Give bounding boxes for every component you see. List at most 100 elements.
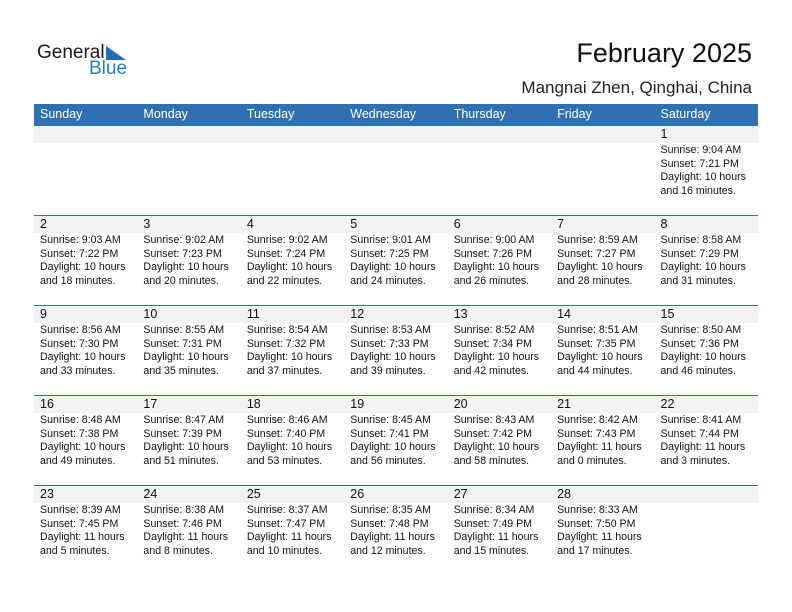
sunset-text: Sunset: 7:22 PM <box>40 247 119 260</box>
day-info: Sunrise: 9:02 AM Sunset: 7:24 PM Daylight:… <box>241 233 344 288</box>
week-row: 9 Sunrise: 8:56 AM Sunset: 7:30 PM Daylight… <box>34 305 758 395</box>
sunset-text: Sunset: 7:24 PM <box>246 247 326 260</box>
daylight2-text: and 28 minutes. <box>557 274 633 287</box>
day-info: Sunrise: 8:41 AM Sunset: 7:44 PM Daylight:… <box>655 413 758 468</box>
sunset-text: Sunset: 7:29 PM <box>660 247 739 260</box>
sunrise-text: Sunrise: 8:37 AM <box>246 504 328 516</box>
sunset-text: Sunset: 7:38 PM <box>40 427 119 440</box>
day-cell: 11 Sunrise: 8:54 AM Sunset: 7:32 PM Dayligh… <box>240 306 345 395</box>
day-number: 11 <box>240 306 345 323</box>
daylight2-text: and 39 minutes. <box>350 364 426 377</box>
day-info: Sunrise: 8:55 AM Sunset: 7:31 PM Daylight:… <box>137 323 240 378</box>
day-cell: 24 Sunrise: 8:38 AM Sunset: 7:46 PM Dayligh… <box>137 486 241 575</box>
day-number: 15 <box>654 306 758 323</box>
day-cell: 9 Sunrise: 8:56 AM Sunset: 7:30 PM Daylight… <box>34 306 138 395</box>
daylight1-text: Daylight: 11 hours <box>40 531 125 543</box>
day-number: 4 <box>240 216 345 233</box>
daylight2-text: and 44 minutes. <box>557 364 633 377</box>
daylight2-text: and 53 minutes. <box>246 454 323 467</box>
day-number: 25 <box>240 486 345 503</box>
day-number: 12 <box>344 306 448 323</box>
day-cell: 10 Sunrise: 8:55 AM Sunset: 7:31 PM Dayligh… <box>137 306 241 395</box>
empty-cell <box>654 486 758 575</box>
sunset-text: Sunset: 7:21 PM <box>660 157 739 170</box>
sunrise-text: Sunrise: 9:02 AM <box>143 234 225 246</box>
day-info: Sunrise: 9:01 AM Sunset: 7:25 PM Daylight:… <box>344 233 447 288</box>
day-number: 10 <box>137 306 241 323</box>
daylight1-text: Daylight: 10 hours <box>40 351 126 363</box>
daylight1-text: Daylight: 10 hours <box>453 261 540 273</box>
daylight2-text: and 0 minutes. <box>557 454 627 467</box>
sunset-text: Sunset: 7:41 PM <box>350 427 429 440</box>
daylight2-text: and 33 minutes. <box>40 364 116 377</box>
sunrise-text: Sunrise: 8:39 AM <box>40 504 121 516</box>
daylight1-text: Daylight: 11 hours <box>557 531 642 543</box>
day-cell: 6 Sunrise: 9:00 AM Sunset: 7:26 PM Daylight… <box>447 216 552 305</box>
day-cell: 19 Sunrise: 8:45 AM Sunset: 7:41 PM Dayligh… <box>344 396 448 485</box>
day-info: Sunrise: 9:00 AM Sunset: 7:26 PM Daylight:… <box>448 233 551 288</box>
day-info: Sunrise: 8:53 AM Sunset: 7:33 PM Daylight:… <box>344 323 447 378</box>
weekday-friday: Friday <box>557 107 592 121</box>
day-number: 24 <box>137 486 241 503</box>
sunrise-text: Sunrise: 8:38 AM <box>143 504 225 516</box>
sunrise-text: Sunrise: 8:41 AM <box>660 414 742 426</box>
day-number: 23 <box>34 486 138 503</box>
daylight1-text: Daylight: 10 hours <box>246 441 333 453</box>
daylight1-text: Daylight: 10 hours <box>453 351 540 363</box>
day-info: Sunrise: 8:51 AM Sunset: 7:35 PM Daylight:… <box>551 323 654 378</box>
day-number: 22 <box>654 396 758 413</box>
day-cell: 25 Sunrise: 8:37 AM Sunset: 7:47 PM Dayligh… <box>240 486 345 575</box>
day-number: 17 <box>137 396 241 413</box>
day-cell: 15 Sunrise: 8:50 AM Sunset: 7:36 PM Dayligh… <box>654 306 758 395</box>
day-cell: 5 Sunrise: 9:01 AM Sunset: 7:25 PM Daylight… <box>344 216 448 305</box>
day-number: 18 <box>240 396 345 413</box>
day-info: Sunrise: 8:50 AM Sunset: 7:36 PM Daylight:… <box>655 323 758 378</box>
day-number: 16 <box>34 396 138 413</box>
day-info: Sunrise: 8:37 AM Sunset: 7:47 PM Daylight:… <box>241 503 344 558</box>
sunset-text: Sunset: 7:47 PM <box>246 517 326 530</box>
sunrise-text: Sunrise: 9:02 AM <box>246 234 328 246</box>
day-number <box>551 126 655 143</box>
sunrise-text: Sunrise: 8:51 AM <box>557 324 638 336</box>
day-number: 20 <box>447 396 552 413</box>
daylight1-text: Daylight: 10 hours <box>40 441 126 453</box>
day-number: 8 <box>654 216 758 233</box>
daylight1-text: Daylight: 10 hours <box>143 261 229 273</box>
daylight1-text: Daylight: 11 hours <box>453 531 539 543</box>
day-info: Sunrise: 8:56 AM Sunset: 7:30 PM Daylight:… <box>34 323 137 378</box>
daylight1-text: Daylight: 10 hours <box>143 351 229 363</box>
day-cell: 17 Sunrise: 8:47 AM Sunset: 7:39 PM Dayligh… <box>137 396 241 485</box>
day-number <box>654 486 758 503</box>
day-info: Sunrise: 8:59 AM Sunset: 7:27 PM Daylight:… <box>551 233 654 288</box>
day-cell: 23 Sunrise: 8:39 AM Sunset: 7:45 PM Dayligh… <box>34 486 138 575</box>
empty-cell <box>34 126 138 215</box>
daylight2-text: and 26 minutes. <box>453 274 530 287</box>
day-number: 27 <box>447 486 552 503</box>
sunrise-text: Sunrise: 9:01 AM <box>350 234 431 246</box>
day-number: 9 <box>34 306 138 323</box>
sunrise-text: Sunrise: 8:34 AM <box>453 504 535 516</box>
sunrise-text: Sunrise: 8:45 AM <box>350 414 431 426</box>
weekday-tuesday: Tuesday <box>246 107 295 121</box>
daylight2-text: and 17 minutes. <box>557 544 633 557</box>
sunset-text: Sunset: 7:39 PM <box>143 427 222 440</box>
sunrise-text: Sunrise: 8:52 AM <box>453 324 535 336</box>
day-number: 7 <box>551 216 655 233</box>
daylight2-text: and 8 minutes. <box>143 544 213 557</box>
day-cell: 8 Sunrise: 8:58 AM Sunset: 7:29 PM Daylight… <box>654 216 758 305</box>
sunrise-text: Sunrise: 9:04 AM <box>660 144 742 156</box>
daylight2-text: and 42 minutes. <box>453 364 530 377</box>
daylight1-text: Daylight: 10 hours <box>660 261 746 273</box>
sunset-text: Sunset: 7:27 PM <box>557 247 636 260</box>
sunrise-text: Sunrise: 8:56 AM <box>40 324 121 336</box>
daylight1-text: Daylight: 11 hours <box>557 441 642 453</box>
sunset-text: Sunset: 7:50 PM <box>557 517 636 530</box>
day-number: 13 <box>447 306 552 323</box>
day-info: Sunrise: 8:46 AM Sunset: 7:40 PM Daylight:… <box>241 413 344 468</box>
day-cell: 14 Sunrise: 8:51 AM Sunset: 7:35 PM Dayligh… <box>551 306 655 395</box>
day-cell: 22 Sunrise: 8:41 AM Sunset: 7:44 PM Dayligh… <box>654 396 758 485</box>
empty-cell <box>551 126 655 215</box>
sunrise-text: Sunrise: 8:48 AM <box>40 414 121 426</box>
daylight2-text: and 37 minutes. <box>246 364 323 377</box>
daylight1-text: Daylight: 11 hours <box>660 441 746 453</box>
